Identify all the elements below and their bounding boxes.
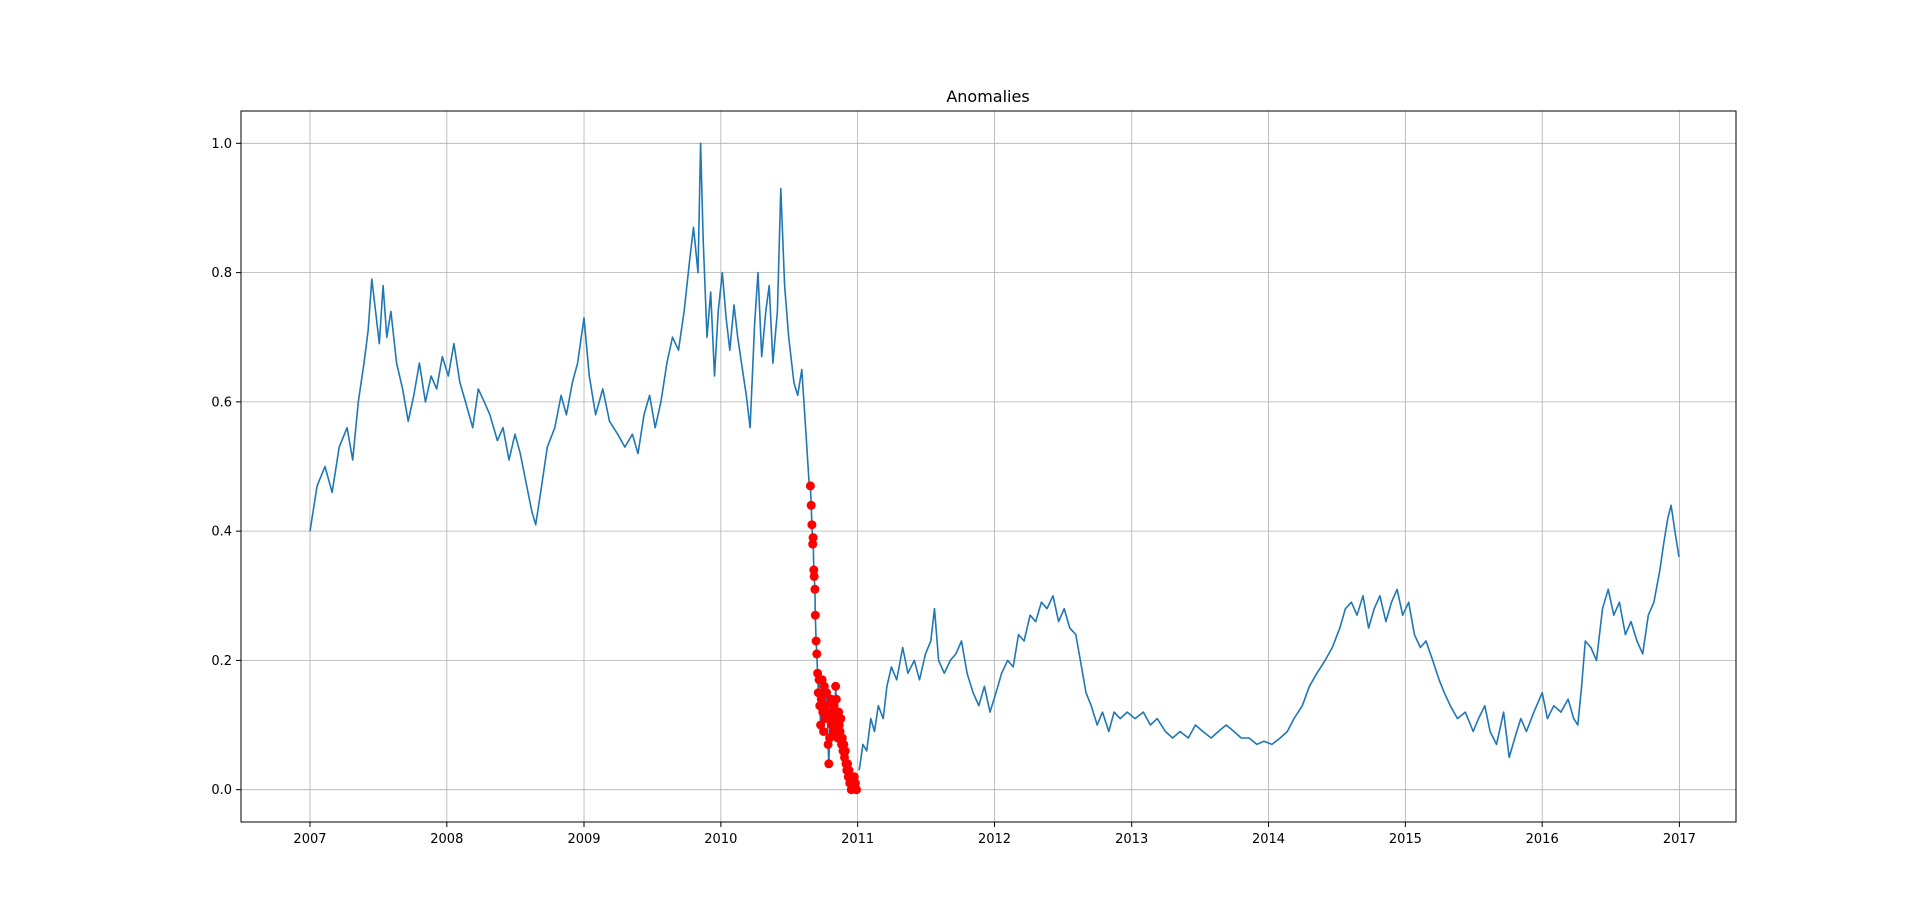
- anomaly-point: [824, 759, 834, 769]
- y-tick-label: 0.6: [211, 395, 232, 410]
- plot-frame: [240, 110, 1737, 823]
- anomaly-point: [810, 584, 820, 594]
- x-tick-label: 2014: [1252, 832, 1285, 847]
- series-line-0: [309, 142, 811, 532]
- y-tick-label: 0.0: [211, 783, 232, 798]
- anomaly-point: [840, 746, 850, 756]
- chart-title: Anomalies: [946, 87, 1029, 106]
- x-tick-label: 2008: [430, 832, 463, 847]
- y-tick-label: 0.2: [211, 654, 232, 669]
- anomaly-point: [808, 533, 818, 543]
- anomaly-point: [831, 681, 841, 691]
- y-tick-label: 0.4: [211, 525, 232, 540]
- x-tick-label: 2013: [1115, 832, 1148, 847]
- anomaly-point: [807, 520, 817, 530]
- x-axis: 2007 2008 2009 2010 2011 2012 2013 2014 2015 2016…: [293, 822, 1696, 847]
- x-tick-label: 2015: [1389, 832, 1422, 847]
- x-tick-label: 2016: [1526, 832, 1559, 847]
- x-tick-label: 2011: [841, 832, 874, 847]
- anomaly-point: [822, 688, 832, 698]
- grid: [241, 111, 1736, 822]
- x-tick-label: 2007: [293, 832, 326, 847]
- x-tick-label: 2017: [1663, 832, 1696, 847]
- anomaly-point: [812, 649, 822, 659]
- x-tick-label: 2009: [567, 832, 600, 847]
- anomaly-point: [808, 539, 818, 549]
- anomaly-point: [810, 610, 820, 620]
- anomaly-point: [831, 694, 841, 704]
- y-axis: 0.0 0.2 0.4 0.6 0.8 1.0: [211, 137, 241, 798]
- anomaly-markers: [805, 481, 861, 795]
- series-line-1: [858, 504, 1680, 771]
- x-tick-label: 2012: [978, 832, 1011, 847]
- anomaly-point: [819, 727, 829, 736]
- y-tick-label: 1.0: [211, 137, 232, 152]
- anomaly-point: [806, 500, 816, 510]
- anomaly-point: [836, 714, 846, 724]
- y-tick-label: 0.8: [211, 266, 232, 281]
- anomaly-point: [852, 785, 861, 795]
- anomaly-point: [809, 565, 819, 575]
- anomaly-point: [811, 636, 821, 646]
- anomaly-point: [805, 481, 815, 491]
- anomaly-point: [816, 694, 826, 704]
- anomaly-point: [809, 571, 819, 581]
- x-tick-label: 2010: [704, 832, 737, 847]
